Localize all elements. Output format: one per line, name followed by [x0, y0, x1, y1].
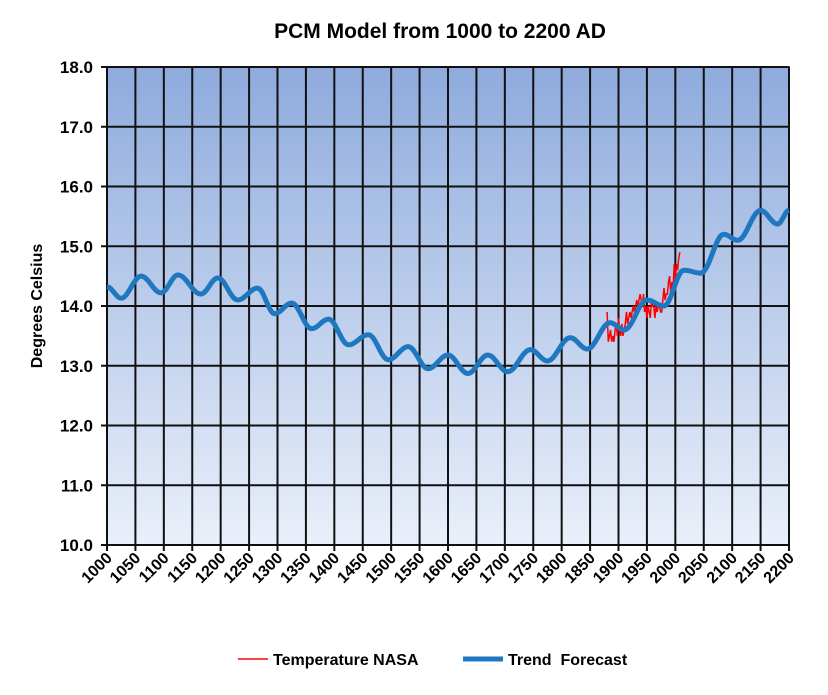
- x-tick-label: 1300: [249, 550, 286, 587]
- series-line-trend-forecast: [105, 207, 791, 376]
- y-axis-label: Degrees Celsius: [29, 244, 46, 369]
- plot-border: [106, 66, 790, 546]
- y-tick-label: 17.0: [60, 118, 93, 137]
- y-tick-label: 10.0: [60, 536, 93, 555]
- y-tick-label: 14.0: [60, 297, 93, 316]
- x-tick-label: 2050: [675, 550, 712, 587]
- x-tick-label: 1350: [278, 550, 315, 587]
- y-tick-label: 11.0: [61, 476, 93, 495]
- y-tick-label: 16.0: [60, 178, 93, 197]
- x-tick-label: 1650: [448, 550, 485, 587]
- y-tick-label: 18.0: [60, 58, 93, 77]
- x-tick-label: 1950: [619, 550, 656, 587]
- x-tick-label: 1200: [192, 550, 229, 587]
- x-tick-label: 2100: [704, 550, 741, 587]
- y-tick-label: 12.0: [60, 417, 93, 436]
- x-tick-label: 1800: [533, 550, 570, 587]
- x-tick-label: 1050: [107, 550, 144, 587]
- x-tick-label: 1500: [363, 550, 400, 587]
- grid: [101, 66, 790, 551]
- x-tick-label: 1700: [476, 550, 513, 587]
- x-tick-label: 1450: [334, 550, 371, 587]
- x-tick-label: 1250: [221, 550, 258, 587]
- legend-label-trend-forecast: Trend Forecast: [508, 652, 628, 669]
- x-tick-label: 1900: [590, 550, 627, 587]
- x-tick-labels: 1000105011001150120012501300135014001450…: [79, 550, 798, 587]
- x-tick-label: 2000: [647, 550, 684, 587]
- x-tick-label: 2200: [761, 550, 798, 587]
- legend-label-temperature-nasa: Temperature NASA: [273, 652, 419, 669]
- legend: Temperature NASA Trend Forecast: [238, 652, 628, 669]
- x-tick-label: 2150: [732, 550, 769, 587]
- x-tick-label: 1400: [306, 550, 343, 587]
- x-tick-label: 1600: [420, 550, 457, 587]
- x-tick-label: 1100: [136, 550, 173, 587]
- x-tick-label: 1150: [165, 550, 202, 587]
- x-tick-label: 1750: [505, 550, 542, 587]
- y-tick-label: 13.0: [60, 357, 93, 376]
- x-tick-label: 1000: [79, 550, 116, 587]
- series-lines: [105, 207, 791, 376]
- y-tick-label: 15.0: [60, 237, 93, 256]
- y-tick-labels: 10.0 11.0 12.0 13.0 14.0 15.0 16.0 17.0 18.0: [60, 58, 93, 555]
- chart-title: PCM Model from 1000 to 2200 AD: [274, 20, 606, 43]
- x-tick-label: 1850: [562, 550, 599, 587]
- x-tick-label: 1550: [391, 550, 428, 587]
